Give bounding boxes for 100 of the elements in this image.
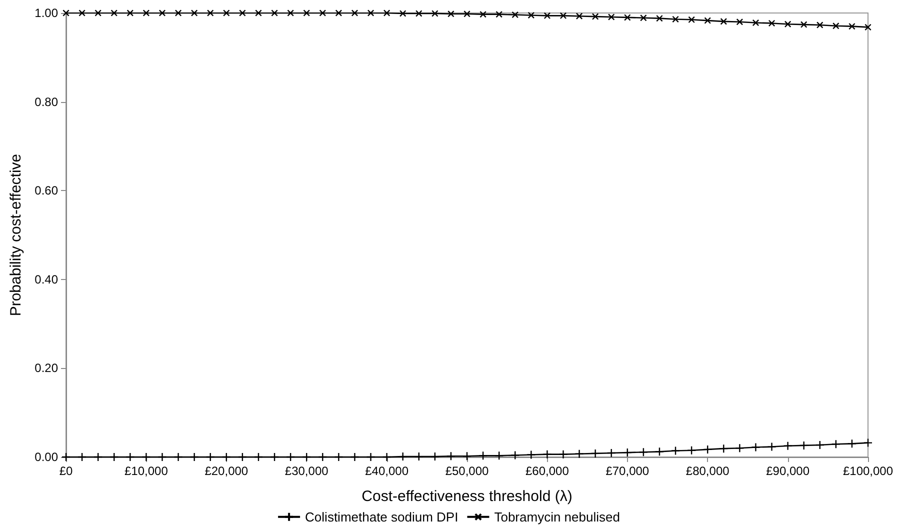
point: [270, 452, 280, 462]
x-axis-title: Cost-effectiveness threshold (λ): [362, 488, 572, 505]
y-tick-label: 1.00: [34, 6, 58, 20]
point: [576, 12, 583, 20]
point: [672, 16, 679, 23]
point: [254, 452, 264, 462]
point: [222, 452, 231, 462]
point: [624, 14, 631, 21]
x-tick-label: £0: [59, 464, 73, 478]
point: [686, 446, 696, 455]
point: [494, 451, 504, 460]
point: [816, 22, 824, 28]
point: [751, 442, 760, 452]
point: [512, 11, 519, 18]
legend-label: Tobramycin nebulised: [494, 509, 620, 524]
point: [735, 444, 744, 453]
point: [704, 17, 712, 24]
point: [77, 452, 87, 462]
y-tick-label: 0.60: [34, 184, 58, 198]
point: [319, 10, 326, 16]
point: [93, 452, 103, 462]
point: [430, 452, 440, 462]
point: [752, 19, 760, 26]
x-tick-label: £20,000: [204, 464, 248, 478]
point: [366, 452, 376, 462]
point: [335, 10, 342, 16]
point: [238, 452, 248, 462]
point: [239, 10, 246, 16]
x-tick-label: £100,000: [842, 464, 894, 478]
point: [190, 452, 199, 462]
point: [783, 441, 792, 450]
point: [799, 440, 808, 450]
x-tick-label: £40,000: [365, 464, 409, 478]
y-tick-label: 0.20: [34, 361, 58, 376]
point: [399, 10, 406, 17]
point: [606, 448, 616, 458]
point: [351, 10, 358, 16]
legend-label: Colistimethate sodium DPI: [305, 509, 458, 524]
point: [590, 448, 600, 458]
point: [206, 452, 215, 462]
point: [848, 22, 856, 30]
point: [302, 452, 312, 462]
point: [815, 440, 824, 450]
point: [784, 20, 792, 28]
point: [654, 447, 664, 456]
point: [190, 10, 198, 16]
x-tick-label: £70,000: [606, 464, 650, 478]
point: [142, 452, 151, 462]
point: [720, 18, 728, 25]
point: [446, 452, 456, 461]
point: [414, 452, 424, 462]
point: [480, 10, 486, 18]
point: [286, 452, 296, 462]
point: [206, 10, 214, 16]
point: [303, 10, 310, 16]
x-tick-label: £60,000: [526, 464, 570, 478]
x-tick-label: £90,000: [766, 464, 810, 478]
y-tick-label: 0.00: [34, 450, 58, 464]
y-tick-label: 0.80: [34, 94, 58, 109]
point: [703, 444, 712, 454]
point: [318, 452, 328, 462]
point: [592, 13, 599, 20]
point: [767, 442, 776, 452]
point: [464, 10, 470, 18]
point: [736, 18, 744, 26]
point: [542, 450, 552, 459]
point: [174, 10, 182, 16]
point: [496, 10, 503, 18]
point: [255, 10, 262, 16]
point: [174, 452, 183, 462]
point: [608, 14, 615, 20]
point: [832, 22, 840, 30]
point: [800, 21, 808, 28]
point: [526, 450, 536, 460]
point: [271, 10, 278, 16]
point: [334, 452, 344, 462]
point: [94, 10, 102, 16]
point: [398, 452, 408, 462]
point: [510, 450, 520, 460]
point: [383, 10, 390, 16]
point: [126, 10, 134, 16]
point: [768, 20, 776, 27]
point: [222, 10, 230, 16]
point: [110, 452, 119, 462]
point: [558, 450, 568, 459]
point: [158, 452, 167, 462]
x-tick-label: £30,000: [284, 464, 329, 478]
point: [367, 10, 374, 16]
point: [78, 10, 86, 16]
point: [431, 10, 438, 17]
point: [622, 448, 632, 458]
point: [528, 12, 535, 19]
x-tick-label: £80,000: [686, 464, 730, 478]
point: [847, 439, 857, 448]
x-tick-label: £10,000: [124, 464, 168, 478]
x-tick-label: £50,000: [445, 464, 490, 478]
point: [142, 10, 150, 16]
point: [415, 10, 422, 17]
point: [688, 16, 695, 24]
point: [640, 14, 647, 22]
